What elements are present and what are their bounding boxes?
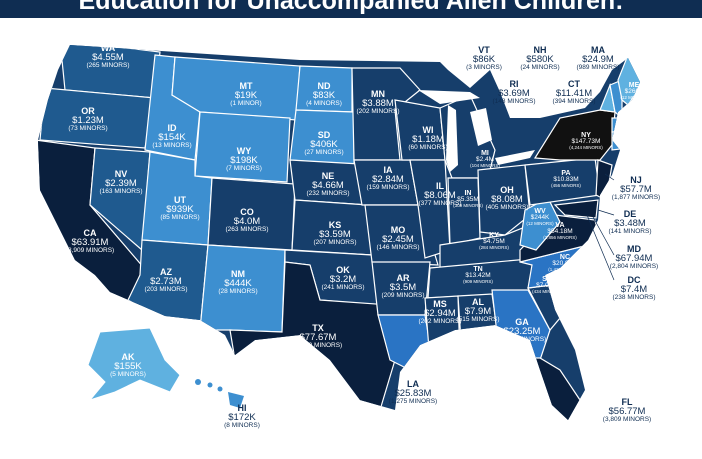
- state-NJ: [595, 159, 613, 201]
- label-WI: WI $1.18M (60 MINORS): [408, 125, 448, 152]
- label-NH: NH $580K (24 MINORS): [520, 45, 560, 72]
- leader-lines: [586, 173, 615, 281]
- label-NJ: NJ $57.7M (1,877 MINORS): [611, 175, 661, 202]
- label-CO: CO $4.0M (263 MINORS): [225, 207, 269, 234]
- label-IA: IA $2.84M (159 MINORS): [366, 165, 410, 192]
- label-MN: MN $3.88M (202 MINORS): [356, 89, 400, 116]
- label-VT: VT $86K (3 MINORS): [466, 45, 502, 72]
- label-GA: GA $23.25M (1,412 MINORS): [497, 317, 547, 344]
- label-MS: MS $2.94M (202 MINORS): [418, 299, 462, 326]
- label-NE: NE $4.66M (232 MINORS): [306, 171, 350, 198]
- label-WA: WA $4.55M (265 MINORS): [86, 43, 130, 70]
- lake-superior: [418, 90, 480, 104]
- state-AK: [87, 327, 181, 401]
- label-FL: FL $56.77M (3,809 MINORS): [602, 397, 652, 424]
- label-VA: VA $54.18M (2,856 MINORS): [543, 222, 577, 241]
- label-SD: SD $406K (27 MINORS): [304, 130, 344, 157]
- label-IL: IL $8.06M (377 MINORS): [418, 181, 462, 208]
- label-AL: AL $7.9M (515 MINORS): [456, 297, 500, 324]
- label-SC: SC $7.07M (434 MINORS): [532, 276, 562, 295]
- state-WY: [194, 111, 291, 183]
- label-CT: CT $11.41M (394 MINORS): [552, 79, 596, 106]
- label-UT: UT $939K (85 MINORS): [160, 195, 200, 222]
- label-ID: ID $154K (13 MINORS): [152, 123, 192, 150]
- label-AZ: AZ $2.73M (203 MINORS): [144, 267, 188, 294]
- label-RI: RI $3.69M (148 MINORS): [492, 79, 536, 106]
- label-AR: AR $3.5M (209 MINORS): [381, 273, 425, 300]
- label-OK: OK $3.2M (241 MINORS): [321, 265, 365, 292]
- lake-huron: [470, 108, 492, 146]
- label-DE: DE $3.48M (141 MINORS): [608, 209, 652, 236]
- label-WV: WV $244K (12 MINORS): [526, 208, 554, 227]
- lake-michigan: [446, 105, 458, 172]
- label-PA: PA $10.83M (456 MINORS): [551, 170, 581, 189]
- label-DC: DC $7.4M (238 MINORS): [612, 275, 656, 302]
- label-MI: MI $2.4M (104 MINORS): [470, 150, 500, 169]
- label-KS: KS $3.59M (207 MINORS): [313, 220, 357, 247]
- label-MD: MD $67.94M (2,804 MINORS): [609, 244, 659, 271]
- lake-erie: [495, 150, 535, 165]
- label-KY: KY $4.75M (284 MINORS): [479, 232, 509, 251]
- label-NV: NV $2.39M (163 MINORS): [99, 169, 143, 196]
- state-MA: [611, 117, 640, 133]
- label-AK: AK $155K (5 MINORS): [110, 352, 146, 379]
- state-OH: [477, 164, 531, 236]
- state-MD: [553, 199, 599, 219]
- label-CA: CA $63.91M (3,909 MINORS): [65, 228, 115, 255]
- label-WY: WY $198K (7 MINORS): [226, 146, 262, 173]
- label-MT: MT $19K (1 MINOR): [230, 81, 262, 108]
- label-MO: MO $2.45M (146 MINORS): [376, 225, 420, 252]
- label-MA: MA $24.9M (989 MINORS): [576, 45, 620, 72]
- label-ND: ND $83K (4 MINORS): [306, 81, 342, 108]
- label-OR: OR $1.23M (73 MINORS): [68, 106, 108, 133]
- state-CT: [611, 131, 631, 151]
- label-LA: LA $25.83M (1,275 MINORS): [388, 379, 438, 406]
- label-NM: NM $444K (28 MINORS): [218, 269, 258, 296]
- state-IL: [409, 159, 451, 259]
- label-TX: TX $77.67M (5,280 MINORS): [293, 323, 343, 350]
- label-TN: TN $13.42M (909 MINORS): [463, 266, 493, 285]
- label-NC: NC $20.86M (1,429 MINORS): [548, 254, 582, 273]
- label-IN: IN $5.35M (309 MINORS): [453, 190, 483, 209]
- label-ME: ME $260K (12 MINORS): [620, 82, 648, 101]
- state-IN: [447, 177, 481, 246]
- state-HI: [195, 379, 244, 408]
- title-bar: Education for Unaccompanied Alien Childr…: [0, 0, 702, 18]
- label-HI: HI $172K (8 MINORS): [224, 403, 260, 430]
- label-NY: NY $147.73M (4,244 MINORS): [569, 132, 603, 151]
- label-OH: OH $8.08M (405 MINORS): [485, 185, 529, 212]
- map-title: Education for Unaccompanied Alien Childr…: [78, 0, 624, 15]
